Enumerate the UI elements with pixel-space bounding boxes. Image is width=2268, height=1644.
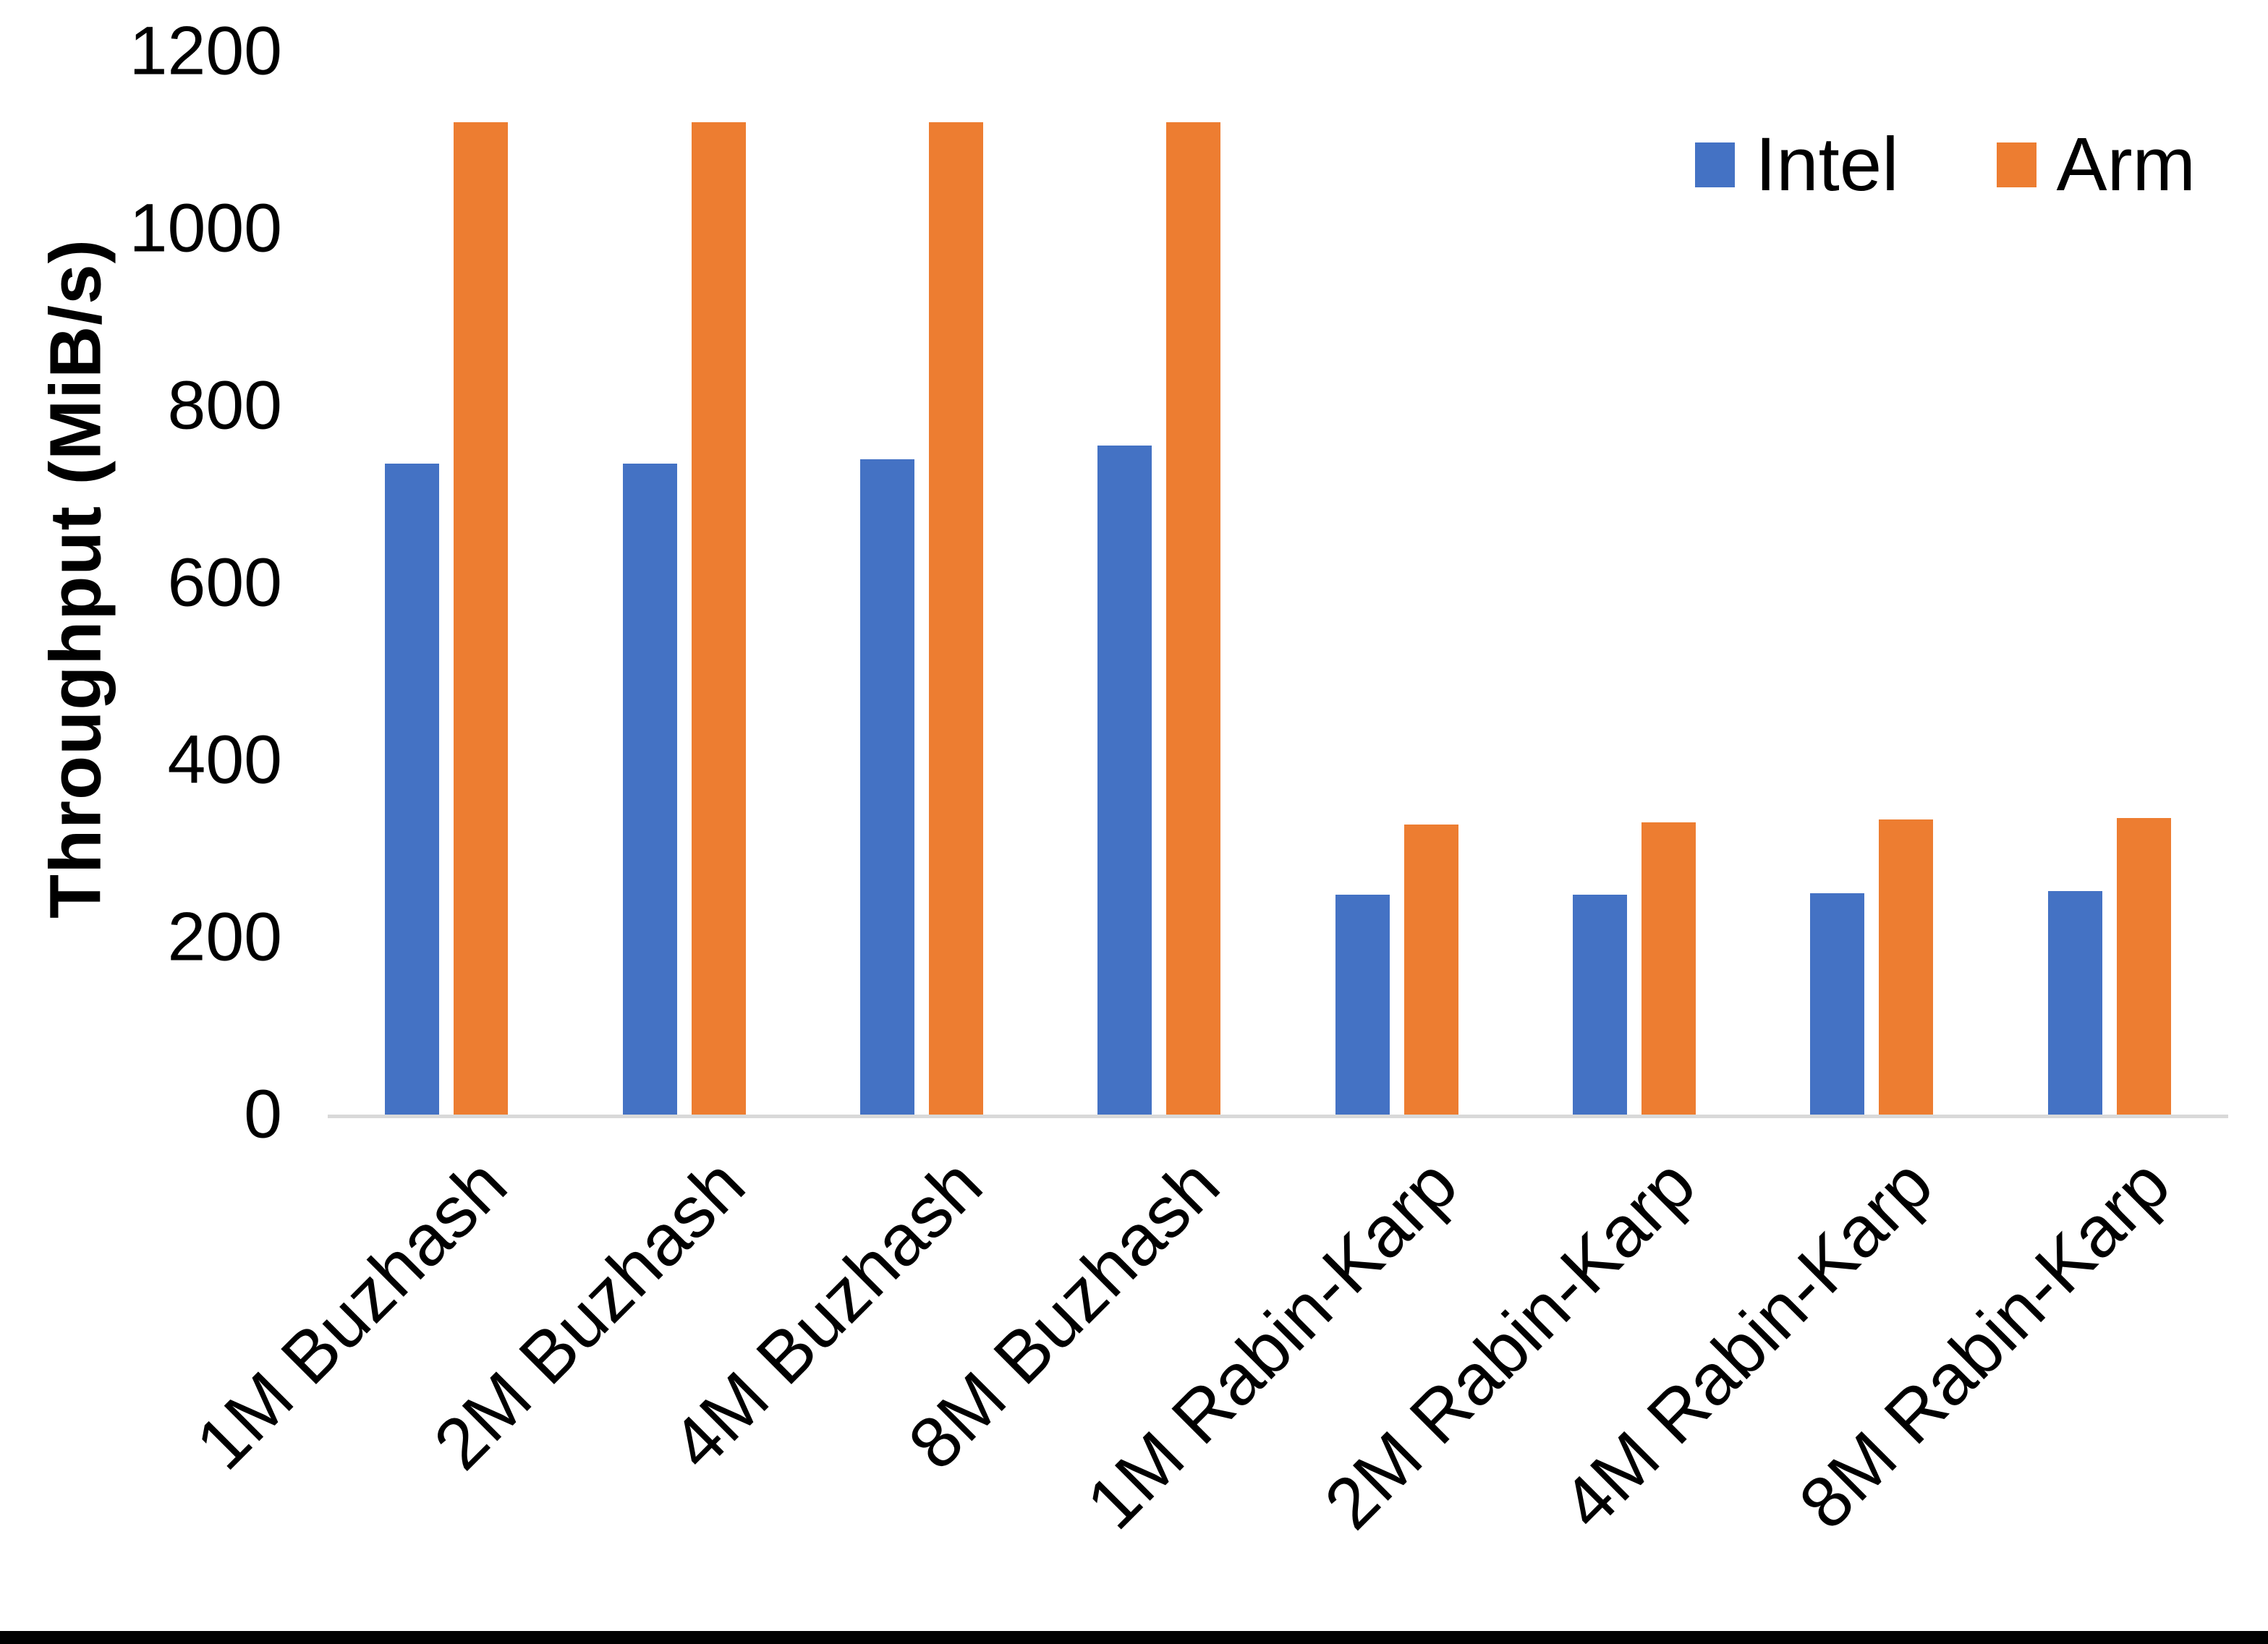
y-tick-1200: 1200 (129, 12, 282, 90)
bar-arm-4m-rabin-karp (1879, 819, 1934, 1115)
bar-intel-1m-rabin-karp (1335, 895, 1390, 1115)
bar-arm-1m-rabin-karp (1403, 825, 1458, 1115)
bar-arm-8m-buzhash (1166, 122, 1221, 1115)
bar-arm-8m-rabin-karp (2116, 817, 2171, 1115)
bar-intel-8m-rabin-karp (2047, 891, 2102, 1115)
legend-item-intel: Intel (1695, 122, 1899, 207)
y-tick-200: 200 (167, 898, 282, 976)
y-tick-0: 0 (244, 1076, 282, 1153)
bar-intel-4m-rabin-karp (1810, 893, 1865, 1115)
y-tick-400: 400 (167, 721, 282, 798)
legend-label-arm: Arm (2056, 122, 2196, 207)
y-tick-600: 600 (167, 544, 282, 621)
y-tick-1000: 1000 (129, 189, 282, 267)
bottom-border-line (0, 1631, 2268, 1644)
legend-swatch-intel-icon (1695, 142, 1736, 187)
bar-intel-4m-buzhash (859, 459, 914, 1115)
legend-item-arm: Arm (1996, 122, 2196, 207)
plot-area (328, 51, 2228, 1118)
bar-intel-2m-rabin-karp (1573, 895, 1628, 1115)
legend-swatch-arm-icon (1996, 142, 2036, 187)
y-tick-800: 800 (167, 367, 282, 444)
bar-intel-1m-buzhash (385, 463, 440, 1115)
bar-arm-1m-buzhash (454, 122, 509, 1115)
bar-intel-2m-buzhash (622, 463, 677, 1115)
legend: Intel Arm (1695, 127, 2196, 203)
bar-arm-4m-buzhash (928, 122, 983, 1115)
legend-label-intel: Intel (1755, 122, 1899, 207)
bar-arm-2m-rabin-karp (1641, 822, 1696, 1115)
bar-intel-8m-buzhash (1097, 446, 1152, 1115)
bar-arm-2m-buzhash (691, 122, 746, 1115)
